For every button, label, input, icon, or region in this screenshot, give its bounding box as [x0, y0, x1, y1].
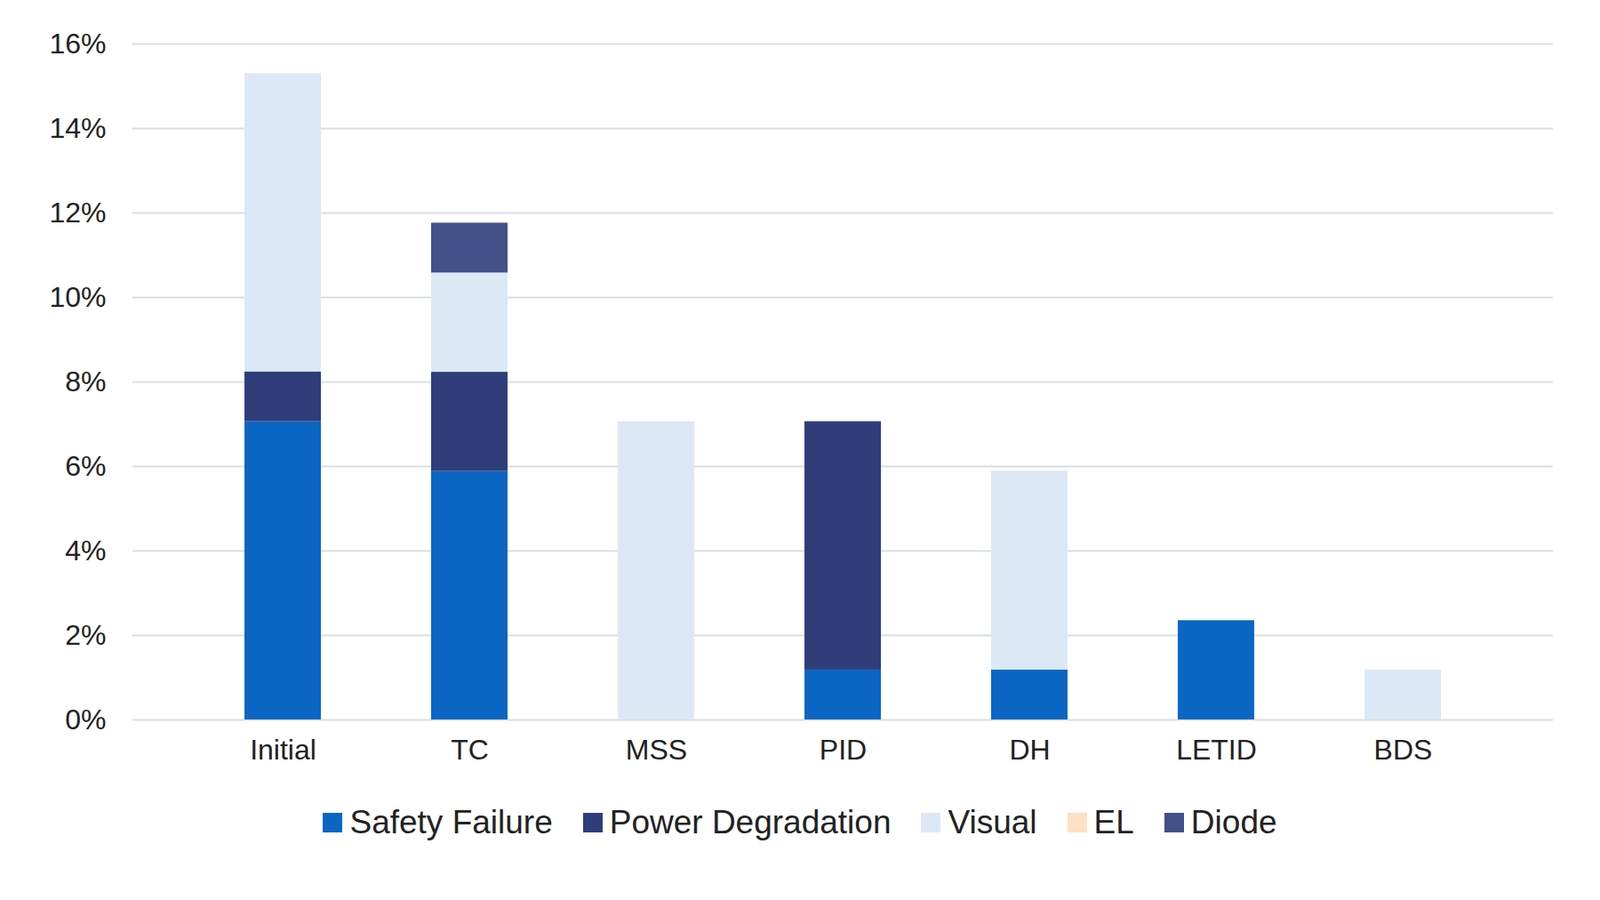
- svg-text:14%: 14%: [48, 112, 106, 144]
- svg-text:BDS: BDS: [1374, 733, 1433, 766]
- html-text:Diode: Diode: [1191, 803, 1277, 840]
- svg-text:MSS: MSS: [625, 733, 688, 766]
- svg-text:LETID: LETID: [1176, 733, 1257, 766]
- html-text:Safety Failure: Safety Failure: [349, 803, 553, 840]
- svg-text:10%: 10%: [48, 280, 106, 313]
- svg-text:6%: 6%: [64, 449, 106, 482]
- svg-text:16%: 16%: [48, 27, 106, 60]
- svg-text:0%: 0%: [64, 703, 106, 736]
- svg-text:2%: 2%: [64, 618, 106, 651]
- svg-text:12%: 12%: [48, 196, 106, 229]
- html-text:EL: EL: [1093, 803, 1135, 840]
- svg-text:TC: TC: [450, 733, 489, 766]
- svg-text:4%: 4%: [64, 534, 106, 567]
- svg-text:Initial: Initial: [249, 733, 317, 766]
- html-text:Visual: Visual: [948, 803, 1037, 840]
- svg-text:PID: PID: [819, 733, 867, 766]
- svg-text:8%: 8%: [64, 365, 106, 398]
- html-text:Power Degradation: Power Degradation: [609, 803, 892, 840]
- svg-text:DH: DH: [1008, 733, 1050, 766]
